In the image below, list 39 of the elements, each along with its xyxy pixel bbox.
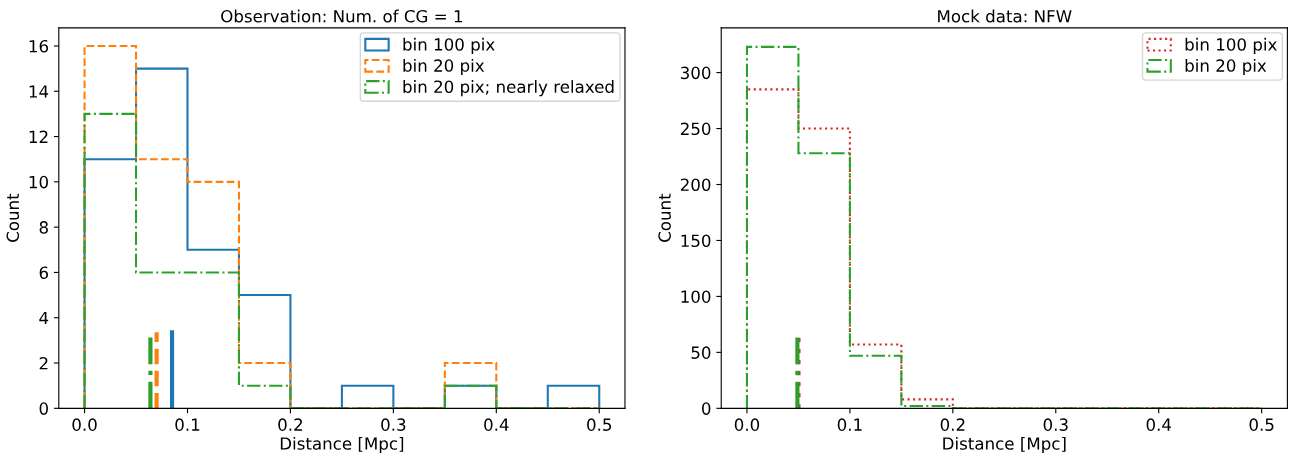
y-tick-label: 2 <box>39 356 48 370</box>
y-tick-label: 14 <box>29 85 49 98</box>
x-tick-label: 0.5 <box>1249 418 1274 431</box>
x-tick-label: 0.2 <box>278 418 303 431</box>
y-tick-label: 50 <box>691 346 711 359</box>
chart-title: Observation: Num. of CG = 1 <box>221 9 463 23</box>
legend-label: bin 100 pix <box>403 37 495 54</box>
y-tick-label: 8 <box>39 221 48 234</box>
y-tick-label: 6 <box>39 266 49 279</box>
x-axis-title: Distance [Mpc] <box>280 436 404 454</box>
x-tick-label: 0.3 <box>381 418 406 431</box>
y-tick-label: 0 <box>702 402 711 415</box>
legend-label: bin 20 pix <box>1185 58 1267 76</box>
x-axis-title: Distance [Mpc] <box>943 436 1066 454</box>
x-tick-label: 0.5 <box>587 418 612 431</box>
y-tick-label: 250 <box>680 122 711 136</box>
y-tick-label: 0 <box>39 402 48 415</box>
y-axis-title: Count <box>658 193 671 242</box>
y-tick-label: 150 <box>681 234 711 248</box>
legend-label: bin 20 pix; nearly relaxed <box>403 80 614 97</box>
y-tick-label: 200 <box>680 178 711 192</box>
x-tick-label: 0.4 <box>1146 418 1172 431</box>
chart-title: Mock data: NFW <box>938 9 1072 23</box>
legend-label: bin 20 pix <box>403 58 485 76</box>
y-tick-label: 12 <box>29 130 48 143</box>
x-tick-label: 0.4 <box>484 418 509 431</box>
x-tick-label: 0.3 <box>1043 418 1068 431</box>
x-tick-label: 0.1 <box>837 418 862 431</box>
y-axis-title: Count <box>6 193 20 242</box>
y-tick-label: 10 <box>29 175 48 189</box>
y-tick-label: 4 <box>39 311 49 325</box>
x-tick-label: 0.2 <box>940 418 965 431</box>
y-tick-label: 100 <box>681 290 711 303</box>
x-tick-label: 0.0 <box>734 418 760 431</box>
x-tick-label: 0.0 <box>72 418 97 431</box>
y-tick-label: 300 <box>680 66 711 80</box>
y-tick-label: 16 <box>29 39 49 53</box>
x-tick-label: 0.1 <box>175 418 200 431</box>
legend-label: bin 100 pix <box>1185 37 1277 54</box>
